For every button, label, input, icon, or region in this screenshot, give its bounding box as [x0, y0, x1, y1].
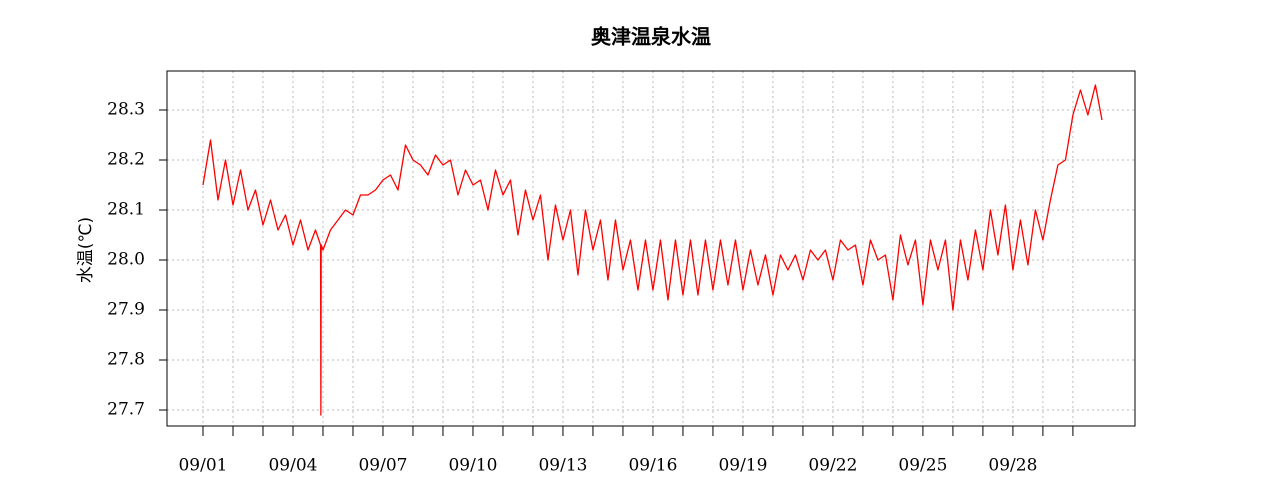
x-tick-label: 09/19 — [718, 456, 767, 476]
y-tick-label: 27.7 — [107, 400, 145, 420]
y-tick-label: 27.9 — [107, 300, 145, 320]
x-tick-label: 09/25 — [898, 456, 947, 476]
x-tick-label: 09/10 — [448, 456, 497, 476]
y-tick-label: 27.8 — [107, 350, 145, 370]
y-tick-label: 28.2 — [107, 150, 145, 170]
x-tick-label: 09/28 — [988, 456, 1037, 476]
x-tick-label: 09/04 — [268, 456, 317, 476]
y-tick-label: 28.0 — [107, 250, 145, 270]
x-tick-label: 09/07 — [358, 456, 407, 476]
x-tick-label: 09/13 — [538, 456, 587, 476]
chart-title: 奥津温泉水温 — [591, 25, 711, 49]
x-tick-label: 09/22 — [808, 456, 857, 476]
x-tick-label: 09/16 — [628, 456, 677, 476]
y-axis-label: 水温(℃) — [76, 217, 96, 283]
y-tick-label: 28.1 — [107, 200, 145, 220]
data-line — [202, 84, 1103, 416]
plot-frame — [166, 70, 1136, 427]
y-tick-label: 28.3 — [107, 100, 145, 120]
x-tick-label: 09/01 — [178, 456, 227, 476]
